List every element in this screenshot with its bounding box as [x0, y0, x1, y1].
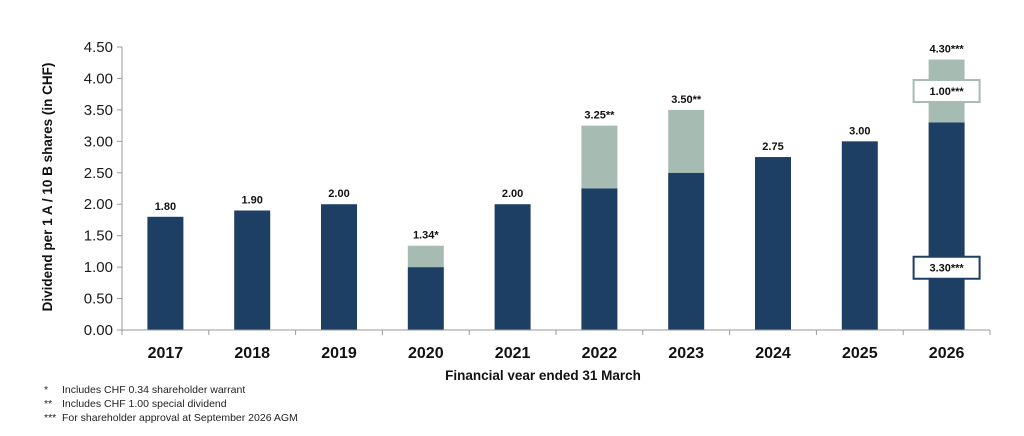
x-tick-label: 2022: [582, 345, 618, 362]
x-tick-label: 2019: [321, 345, 357, 362]
bar-segment-base: [841, 141, 878, 330]
bar-segment-base: [407, 267, 444, 330]
bar-segment-extra: [668, 109, 705, 173]
data-label: 2.75: [762, 141, 783, 153]
y-tick-label: 0.00: [84, 322, 113, 339]
annotation-label: 1.00***: [929, 86, 964, 98]
y-tick-label: 3.50: [84, 102, 113, 119]
x-tick-label: 2024: [755, 345, 791, 362]
bar-segment-base: [668, 172, 705, 330]
footnote: * Includes CHF 0.34 shareholder warrant: [44, 383, 298, 397]
bar-segment-base: [234, 210, 271, 330]
y-tick-label: 2.50: [84, 165, 113, 182]
annotation-label: 3.30***: [929, 263, 964, 275]
data-label: 3.25**: [584, 110, 615, 122]
y-tick-label: 4.00: [84, 70, 113, 87]
y-tick-label: 1.00: [84, 259, 113, 276]
bar-segment-base: [321, 204, 357, 330]
y-tick-label: 1.50: [84, 228, 113, 245]
footnote-text: Includes CHF 0.34 shareholder warrant: [62, 384, 246, 396]
bar-segment-base: [494, 204, 531, 330]
y-axis: 0.00 0.50 1.00 1.50 2.00 2.50 3.00 3.50 4.00 4.50: [84, 39, 123, 339]
footnote: *** For shareholder approval at September…: [44, 411, 298, 425]
bar-segment-base: [928, 122, 965, 330]
y-tick-label: 4.50: [84, 39, 113, 56]
footnote-text: For shareholder approval at September 20…: [62, 412, 298, 424]
data-label: 4.30***: [929, 44, 964, 56]
x-tick-label: 2025: [842, 345, 878, 362]
y-axis-title: Dividend per 1 A / 10 B shares (in CHF): [40, 63, 55, 312]
data-label: 1.80: [155, 201, 176, 213]
footnote-mark: **: [44, 398, 53, 410]
data-labels: 1.80 1.90 2.00 1.34* 2.00 3.25** 3.50** 2.75 3.0…: [155, 44, 981, 280]
x-tick-label: 2026: [929, 345, 965, 362]
x-axis: 2017 2018 2019 2020 2021 2022 2023 2024 2025 2026: [121, 329, 991, 362]
data-label: 3.00: [849, 125, 870, 137]
x-axis-title: Financial year ended 31 March: [445, 368, 641, 380]
data-label: 2.00: [328, 188, 349, 200]
bars: [147, 59, 965, 330]
footnote-mark: *: [44, 384, 49, 396]
x-tick-label: 2020: [408, 345, 444, 362]
bar-segment-base: [581, 188, 618, 330]
annotation-box: [912, 255, 981, 280]
x-tick-label: 2021: [495, 345, 531, 362]
bar-segment-extra: [407, 245, 444, 268]
footnote: ** Includes CHF 1.00 special dividend: [44, 397, 298, 411]
data-label: 2.00: [502, 188, 523, 200]
data-label: 1.34*: [413, 230, 439, 242]
data-label: 3.50**: [671, 94, 702, 106]
annotation-box: [912, 79, 981, 104]
dividend-chart: 0.00 0.50 1.00 1.50 2.00 2.50 3.00 3.50 4.00 4.50…: [40, 39, 991, 380]
bar-segment-base: [755, 157, 791, 330]
footnotes: * Includes CHF 0.34 shareholder warrant *…: [44, 383, 298, 425]
y-tick-label: 2.00: [84, 196, 113, 213]
y-tick-label: 0.50: [84, 291, 113, 308]
bar-segment-base: [147, 216, 184, 330]
data-label: 1.90: [241, 195, 262, 207]
x-tick-label: 2017: [148, 345, 184, 362]
y-tick-label: 3.00: [84, 133, 113, 150]
footnote-mark: ***: [44, 412, 57, 424]
footnote-text: Includes CHF 1.00 special dividend: [62, 398, 227, 410]
x-tick-label: 2018: [234, 345, 270, 362]
bar-segment-extra: [581, 125, 618, 189]
x-tick-label: 2023: [668, 345, 704, 362]
